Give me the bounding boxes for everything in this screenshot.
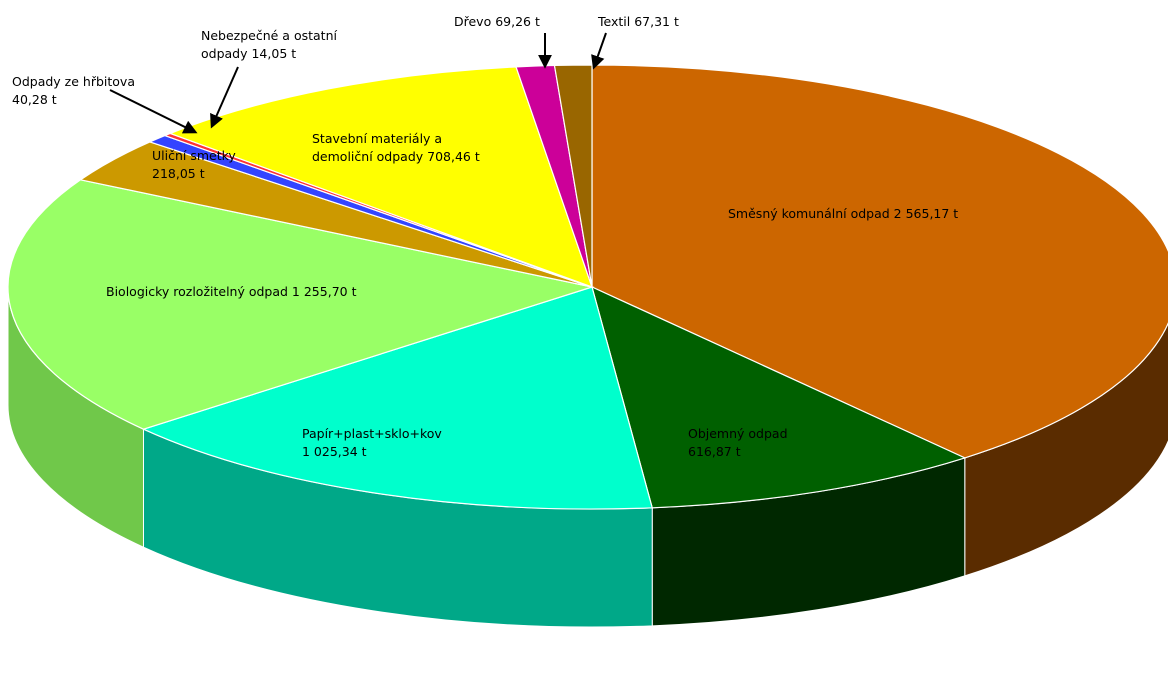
data-label-ulicni-smetky: Uliční smetky 218,05 t	[152, 148, 236, 181]
slice-biologicky-rozlozitelny-odpad	[7, 179, 595, 430]
data-label-line: 1 025,34 t	[302, 444, 367, 459]
data-label-line: 218,05 t	[152, 166, 205, 181]
slice-smesny-komunalni-odpad	[591, 64, 1168, 459]
callout-arrow-odpady-ze-hrbitova	[109, 89, 198, 134]
pie-slices	[7, 64, 1168, 510]
data-label-line: demoliční odpady 708,46 t	[312, 149, 480, 164]
callout-arrow-nebezpecne-a-ostatni-odpady	[210, 66, 239, 129]
data-label-line: 616,87 t	[688, 444, 741, 459]
data-labels: Směsný komunální odpad 2 565,17 t Objemný…	[12, 14, 958, 459]
data-label-nebezpecne-a-ostatni-odpady: Nebezpečné a ostatní odpady 14,05 t	[201, 28, 337, 61]
data-label-smesny-komunalni-odpad: Směsný komunální odpad 2 565,17 t	[728, 206, 958, 221]
data-label-biologicky-rozlozitelny-odpad: Biologicky rozložitelný odpad 1 255,70 t	[106, 284, 357, 299]
data-label-line: Textil 67,31 t	[597, 14, 679, 29]
slice-objemny-odpad	[591, 285, 967, 509]
data-label-line: Biologicky rozložitelný odpad 1 255,70 t	[106, 284, 357, 299]
data-label-line: odpady 14,05 t	[201, 46, 296, 61]
data-label-line: Nebezpečné a ostatní	[201, 28, 337, 43]
data-label-line: Stavební materiály a	[312, 131, 442, 146]
data-label-line: Odpady ze hřbitova	[12, 74, 135, 89]
data-label-line: Uliční smetky	[152, 148, 236, 163]
data-label-line: Objemný odpad	[688, 426, 788, 441]
pie-sides	[7, 286, 1168, 628]
callout-arrows	[109, 32, 607, 134]
callout-arrow-textil	[591, 32, 607, 70]
data-label-odpady-ze-hrbitova: Odpady ze hřbitova 40,28 t	[12, 74, 135, 107]
data-label-textil: Textil 67,31 t	[597, 14, 679, 29]
slice-stavebni-materialy-a-demolicni-odpady	[168, 66, 593, 288]
data-label-line: Dřevo 69,26 t	[454, 14, 540, 29]
data-label-line: Papír+plast+sklo+kov	[302, 426, 442, 441]
data-label-line: 40,28 t	[12, 92, 57, 107]
data-label-objemny-odpad: Objemný odpad 616,87 t	[688, 426, 788, 459]
data-label-stavebni-materialy-a-demolicni-odpady: Stavební materiály a demoliční odpady 708…	[312, 131, 480, 164]
data-label-papir-plast-sklo-kov: Papír+plast+sklo+kov 1 025,34 t	[302, 426, 442, 459]
slice-papir-plast-sklo-kov	[141, 286, 654, 510]
data-label-drevo: Dřevo 69,26 t	[454, 14, 540, 29]
data-label-line: Směsný komunální odpad 2 565,17 t	[728, 206, 958, 221]
